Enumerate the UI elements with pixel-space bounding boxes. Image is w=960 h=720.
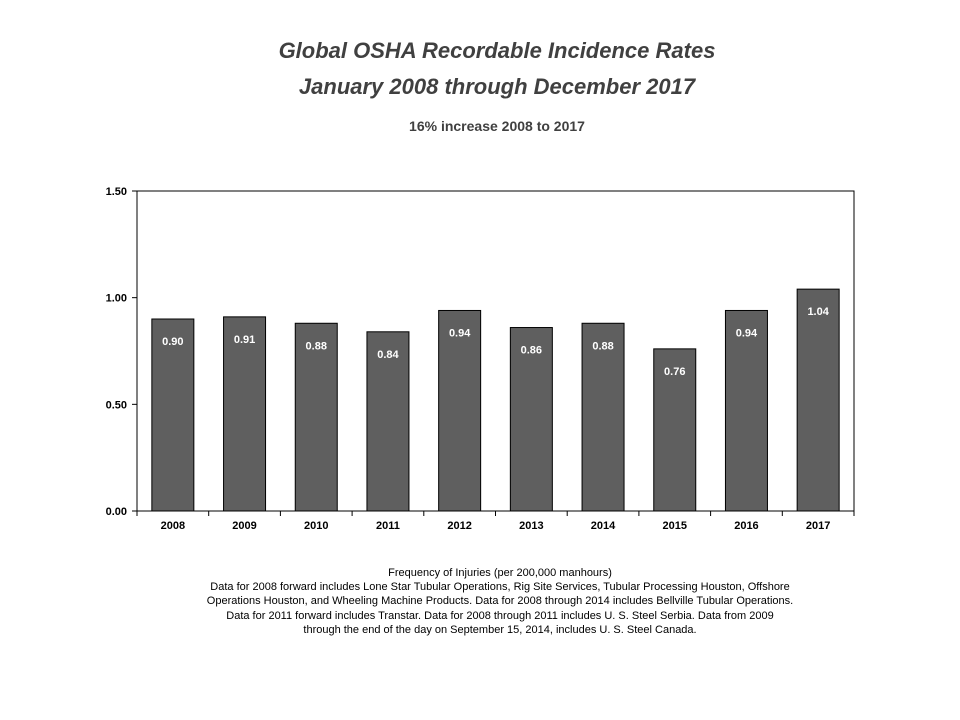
bar bbox=[366, 331, 410, 512]
y-tick-label: 1.00 bbox=[106, 293, 127, 305]
data-label: 0.94 bbox=[736, 327, 758, 339]
bar bbox=[151, 318, 195, 512]
footnote-line: through the end of the day on September … bbox=[303, 623, 697, 636]
bar bbox=[438, 309, 482, 512]
x-tick-label: 2016 bbox=[734, 520, 758, 532]
y-tick-label: 1.50 bbox=[106, 186, 127, 198]
footnote: Frequency of Injuries (per 200,000 manho… bbox=[0, 566, 960, 637]
x-tick-label: 2008 bbox=[161, 520, 185, 532]
data-label: 0.76 bbox=[664, 366, 685, 378]
footnote-line: Data for 2008 forward includes Lone Star… bbox=[210, 581, 790, 594]
data-label: 0.91 bbox=[234, 334, 255, 346]
x-tick-label: 2011 bbox=[376, 520, 400, 532]
x-tick-label: 2012 bbox=[447, 520, 471, 532]
bar bbox=[796, 288, 840, 512]
x-tick-label: 2014 bbox=[591, 520, 616, 532]
bar bbox=[223, 316, 267, 512]
data-label: 1.04 bbox=[807, 306, 829, 318]
chart-title-line2: January 2008 through December 2017 bbox=[298, 74, 696, 99]
data-label: 0.88 bbox=[592, 340, 613, 352]
x-tick-label: 2017 bbox=[806, 520, 830, 532]
chart-subtitle: 16% increase 2008 to 2017 bbox=[409, 118, 585, 134]
data-label: 0.84 bbox=[377, 349, 399, 361]
footnote-line: Frequency of Injuries (per 200,000 manho… bbox=[388, 567, 612, 579]
bar bbox=[294, 322, 338, 512]
x-tick-label: 2010 bbox=[304, 520, 328, 532]
bar bbox=[653, 348, 697, 512]
data-label: 0.90 bbox=[162, 336, 183, 348]
data-label: 0.86 bbox=[521, 345, 542, 357]
x-tick-label: 2015 bbox=[663, 520, 687, 532]
y-tick-label: 0.00 bbox=[106, 506, 127, 518]
bar bbox=[509, 327, 553, 512]
x-tick-label: 2009 bbox=[232, 520, 256, 532]
data-label: 0.94 bbox=[449, 327, 471, 339]
bar bbox=[724, 309, 768, 512]
footnote-line: Operations Houston, and Wheeling Machine… bbox=[206, 595, 794, 608]
x-tick-label: 2013 bbox=[519, 520, 543, 532]
y-tick-label: 0.50 bbox=[106, 399, 127, 411]
data-label: 0.88 bbox=[306, 340, 327, 352]
chart-title: Global OSHA Recordable Incidence Rates bbox=[278, 38, 716, 63]
bar bbox=[581, 322, 625, 512]
footnote-line: Data for 2011 forward includes Transtar.… bbox=[226, 609, 774, 622]
